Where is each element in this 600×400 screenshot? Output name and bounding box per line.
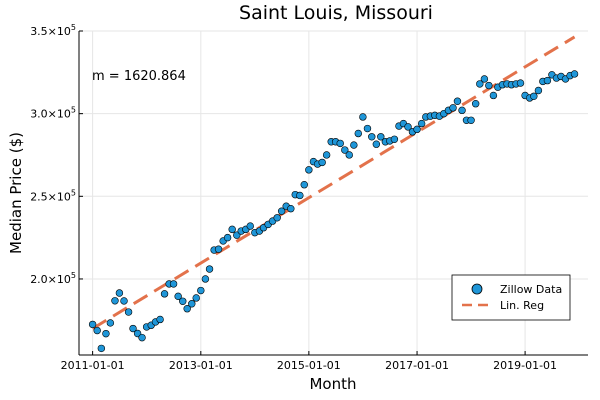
data-point <box>228 225 236 234</box>
y-axis-title: Median Price ($) <box>7 132 25 254</box>
grid <box>79 30 588 355</box>
x-tick-label: 2015-01-01 <box>277 359 341 372</box>
data-point <box>413 125 421 134</box>
x-tick-label: 2019-01-01 <box>493 359 557 372</box>
data-point <box>300 181 308 189</box>
data-point <box>489 91 498 100</box>
data-point <box>120 297 128 305</box>
data-point <box>417 119 426 128</box>
data-point <box>485 81 493 90</box>
data-point <box>129 324 137 333</box>
data-point <box>273 214 281 222</box>
axes <box>78 31 588 356</box>
data-point <box>197 286 205 295</box>
data-point <box>160 290 169 298</box>
data-point <box>516 79 525 87</box>
data-point <box>458 106 466 115</box>
data-point <box>214 245 223 253</box>
legend: Zillow Data Lin. Reg <box>451 274 571 321</box>
data-point <box>188 300 196 308</box>
data-point <box>138 333 146 342</box>
data-point <box>341 146 349 154</box>
data-point <box>336 139 344 148</box>
data-point <box>534 86 543 95</box>
data-point <box>287 205 295 213</box>
data-point <box>201 275 210 283</box>
data-point <box>449 104 457 112</box>
y-tick-label: 2.5×105 <box>30 188 76 203</box>
data-point <box>97 344 106 353</box>
slope-annotation: m = 1620.864 <box>92 69 186 84</box>
data-point <box>377 133 385 141</box>
data-point <box>88 320 97 329</box>
data-point <box>277 207 286 215</box>
x-axis-title: Month <box>309 375 356 393</box>
data-point <box>530 92 538 100</box>
y-tick-label: 3.0×105 <box>30 106 76 121</box>
x-tick-label: 2017-01-01 <box>385 359 449 372</box>
data-point <box>124 308 133 316</box>
data-point <box>179 297 187 305</box>
data-point <box>372 140 381 148</box>
data-point <box>345 151 353 159</box>
y-ticks: 2.0×105 2.5×105 3.0×105 3.5×105 <box>30 23 83 286</box>
data-point <box>106 319 115 327</box>
data-point <box>570 70 579 78</box>
data-point <box>453 97 462 105</box>
legend-label-zillow: Zillow Data <box>500 283 562 296</box>
data-point <box>390 135 399 143</box>
regression-line-layer <box>91 35 576 330</box>
data-point <box>318 158 326 167</box>
data-point <box>368 133 376 141</box>
data-point <box>115 289 124 297</box>
legend-box <box>451 274 571 321</box>
data-point <box>205 265 214 273</box>
data-point <box>183 305 191 313</box>
data-point <box>480 75 489 83</box>
data-point <box>467 116 475 124</box>
y-tick-label: 2.0×105 <box>30 271 76 286</box>
data-point <box>350 141 358 149</box>
data-point <box>223 233 232 242</box>
scatter-points <box>88 70 579 353</box>
regression-line <box>91 35 576 330</box>
x-tick-label: 2011-01-01 <box>61 359 125 372</box>
data-point <box>476 80 484 88</box>
data-point <box>363 124 372 133</box>
y-tick-label: 3.5×105 <box>30 23 76 38</box>
data-point <box>359 113 367 121</box>
data-point <box>296 191 304 200</box>
data-point <box>93 326 101 335</box>
data-point <box>305 166 313 174</box>
x-ticks: 2011-01-01 2013-01-01 2015-01-01 2017-01-01… <box>61 351 557 372</box>
data-point <box>156 315 164 324</box>
data-point <box>246 222 254 230</box>
data-point <box>174 292 182 301</box>
legend-marker-zillow <box>471 283 483 295</box>
data-point <box>322 151 331 159</box>
data-point <box>471 100 480 108</box>
data-point <box>404 123 412 131</box>
data-point <box>543 76 552 85</box>
data-point <box>192 294 200 302</box>
x-tick-label: 2013-01-01 <box>169 359 233 372</box>
data-point <box>169 280 178 288</box>
data-point <box>354 129 362 138</box>
chart-title: Saint Louis, Missouri <box>239 2 433 24</box>
data-point <box>111 297 119 305</box>
data-point <box>102 329 110 338</box>
legend-label-linreg: Lin. Reg <box>500 299 544 312</box>
